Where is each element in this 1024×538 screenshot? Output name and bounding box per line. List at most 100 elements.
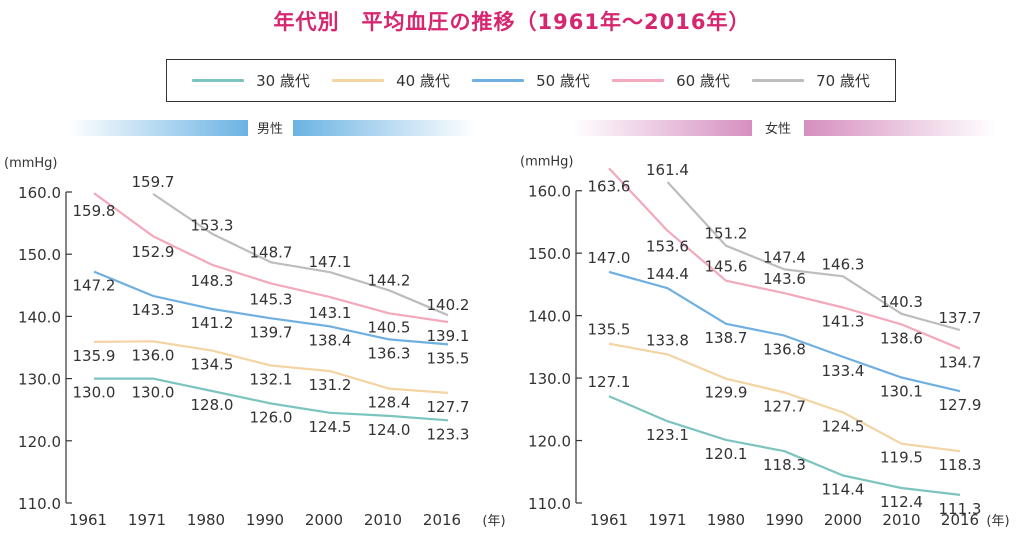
female-y-tick-label: 150.0 [528, 245, 571, 263]
male-y-tick-label: 160.0 [18, 184, 61, 202]
legend-swatch-30s [192, 79, 245, 82]
male-data-label-30s: 124.0 [368, 421, 411, 439]
male-x-tick-label: 1990 [246, 511, 284, 529]
male-data-label-70s: 148.7 [250, 243, 293, 261]
male-data-label-40s: 128.4 [368, 394, 411, 412]
female-y-tick-label: 130.0 [528, 370, 571, 388]
female-data-label-50s: 136.8 [763, 341, 806, 359]
female-x-tick-label: 2000 [824, 511, 862, 529]
male-data-label-40s: 134.5 [191, 356, 234, 374]
female-data-label-70s: 151.2 [705, 225, 748, 243]
male-line-70s [152, 192, 449, 317]
legend-item-60s: 60 歳代 [612, 70, 730, 91]
male-chart: 110.0 120.0 130.0 140.0 150.0 160.0 (mmHg) 1961… [4, 156, 506, 529]
male-data-label-40s: 135.9 [73, 347, 116, 365]
male-y-tick-label: 110.0 [18, 495, 61, 513]
female-data-label-50s: 127.9 [939, 396, 982, 414]
female-data-label-60s: 153.6 [646, 238, 689, 256]
male-y-tick-label: 120.0 [18, 433, 61, 451]
male-data-label-60s: 143.1 [309, 304, 352, 322]
female-x-tick-label: 2016 [941, 511, 979, 529]
female-x-tick-label: 1971 [648, 511, 686, 529]
male-data-label-60s: 140.5 [368, 318, 411, 336]
male-data-label-60s: 152.9 [132, 243, 175, 261]
female-data-label-40s: 129.9 [705, 384, 748, 402]
legend-swatch-60s [612, 79, 665, 82]
male-x-tick-label: 2000 [305, 511, 343, 529]
female-data-label-70s: 147.4 [763, 248, 806, 266]
legend-item-70s: 70 歳代 [752, 70, 870, 91]
female-data-label-50s: 147.0 [588, 249, 631, 267]
legend-label-30s: 30 歳代 [256, 72, 310, 90]
female-line-70s [666, 181, 961, 332]
legend-swatch-50s [472, 79, 525, 82]
male-data-label-40s: 132.1 [250, 371, 293, 389]
male-x-tick-label: 1971 [128, 511, 166, 529]
male-line-40s [93, 340, 449, 394]
male-data-label-50s: 138.4 [309, 331, 352, 349]
male-data-label-50s: 141.2 [191, 314, 234, 332]
legend: 30 歳代 40 歳代 50 歳代 60 歳代 70 歳代 [166, 59, 896, 102]
male-data-label-30s: 130.0 [73, 384, 116, 402]
male-y-tick-label: 140.0 [18, 308, 61, 326]
female-data-label-40s: 135.5 [588, 321, 631, 339]
legend-swatch-40s [332, 79, 385, 82]
female-banner: 女性 [572, 120, 996, 137]
female-y-tick-label: 160.0 [528, 183, 571, 201]
male-banner-gap [248, 120, 293, 136]
female-y-tick-label: 140.0 [528, 308, 571, 326]
female-data-label-30s: 118.3 [763, 456, 806, 474]
female-data-label-40s: 118.3 [939, 456, 982, 474]
female-banner-left [572, 120, 752, 136]
female-x-unit-label: (年) [986, 514, 1009, 529]
female-banner-gap [752, 120, 804, 136]
female-x-tick-label: 1980 [707, 511, 745, 529]
female-data-label-50s: 130.1 [880, 382, 923, 400]
female-x-tick-label: 1990 [765, 511, 803, 529]
female-data-label-60s: 134.7 [939, 354, 982, 372]
legend-label-40s: 40 歳代 [396, 72, 450, 90]
female-data-label-50s: 133.4 [822, 362, 865, 380]
female-data-label-30s: 127.1 [588, 373, 631, 391]
male-data-label-30s: 126.0 [250, 408, 293, 426]
female-data-label-70s: 137.7 [939, 309, 982, 327]
female-data-label-30s: 111.3 [939, 500, 982, 518]
male-data-label-30s: 128.0 [191, 396, 234, 414]
male-x-tick-label: 2016 [423, 511, 461, 529]
female-banner-label: 女性 [765, 121, 791, 137]
male-line-60s [93, 192, 449, 324]
male-data-label-70s: 140.2 [427, 296, 470, 314]
male-banner-label: 男性 [257, 122, 283, 137]
female-data-label-60s: 145.6 [705, 258, 748, 276]
male-x-tick-label: 2010 [364, 511, 402, 529]
female-banner-right [804, 120, 996, 136]
male-line-50s [93, 270, 449, 346]
female-data-label-50s: 138.7 [705, 329, 748, 347]
female-y-tick-label: 120.0 [528, 433, 571, 451]
male-data-label-40s: 131.2 [309, 376, 352, 394]
female-chart: 110.0 120.0 130.0 140.0 150.0 160.0 (mmHg) 1961… [520, 155, 1010, 529]
male-data-label-70s: 147.1 [309, 253, 352, 271]
female-data-label-60s: 143.6 [763, 270, 806, 288]
male-y-tick-label: 130.0 [18, 371, 61, 389]
female-data-label-30s: 123.1 [646, 426, 689, 444]
male-data-label-70s: 153.3 [191, 217, 234, 235]
male-data-label-50s: 143.3 [132, 301, 175, 319]
female-data-label-30s: 112.4 [880, 493, 923, 511]
female-y-tick-label: 110.0 [528, 495, 571, 513]
female-data-label-60s: 141.3 [822, 313, 865, 331]
female-data-label-70s: 140.3 [880, 293, 923, 311]
male-data-label-40s: 127.7 [427, 398, 470, 416]
female-data-label-60s: 138.6 [880, 329, 923, 347]
female-data-label-70s: 161.4 [646, 161, 689, 179]
female-line-30s [608, 395, 961, 496]
male-data-label-60s: 139.1 [427, 327, 470, 345]
legend-item-40s: 40 歳代 [332, 70, 450, 91]
female-unit-label: (mmHg) [520, 155, 574, 170]
male-x-tick-label: 1980 [187, 511, 225, 529]
legend-item-30s: 30 歳代 [192, 70, 310, 91]
female-data-label-40s: 124.5 [822, 417, 865, 435]
male-data-label-70s: 144.2 [368, 271, 411, 289]
female-data-label-40s: 127.7 [763, 397, 806, 415]
male-banner-right [293, 120, 476, 136]
